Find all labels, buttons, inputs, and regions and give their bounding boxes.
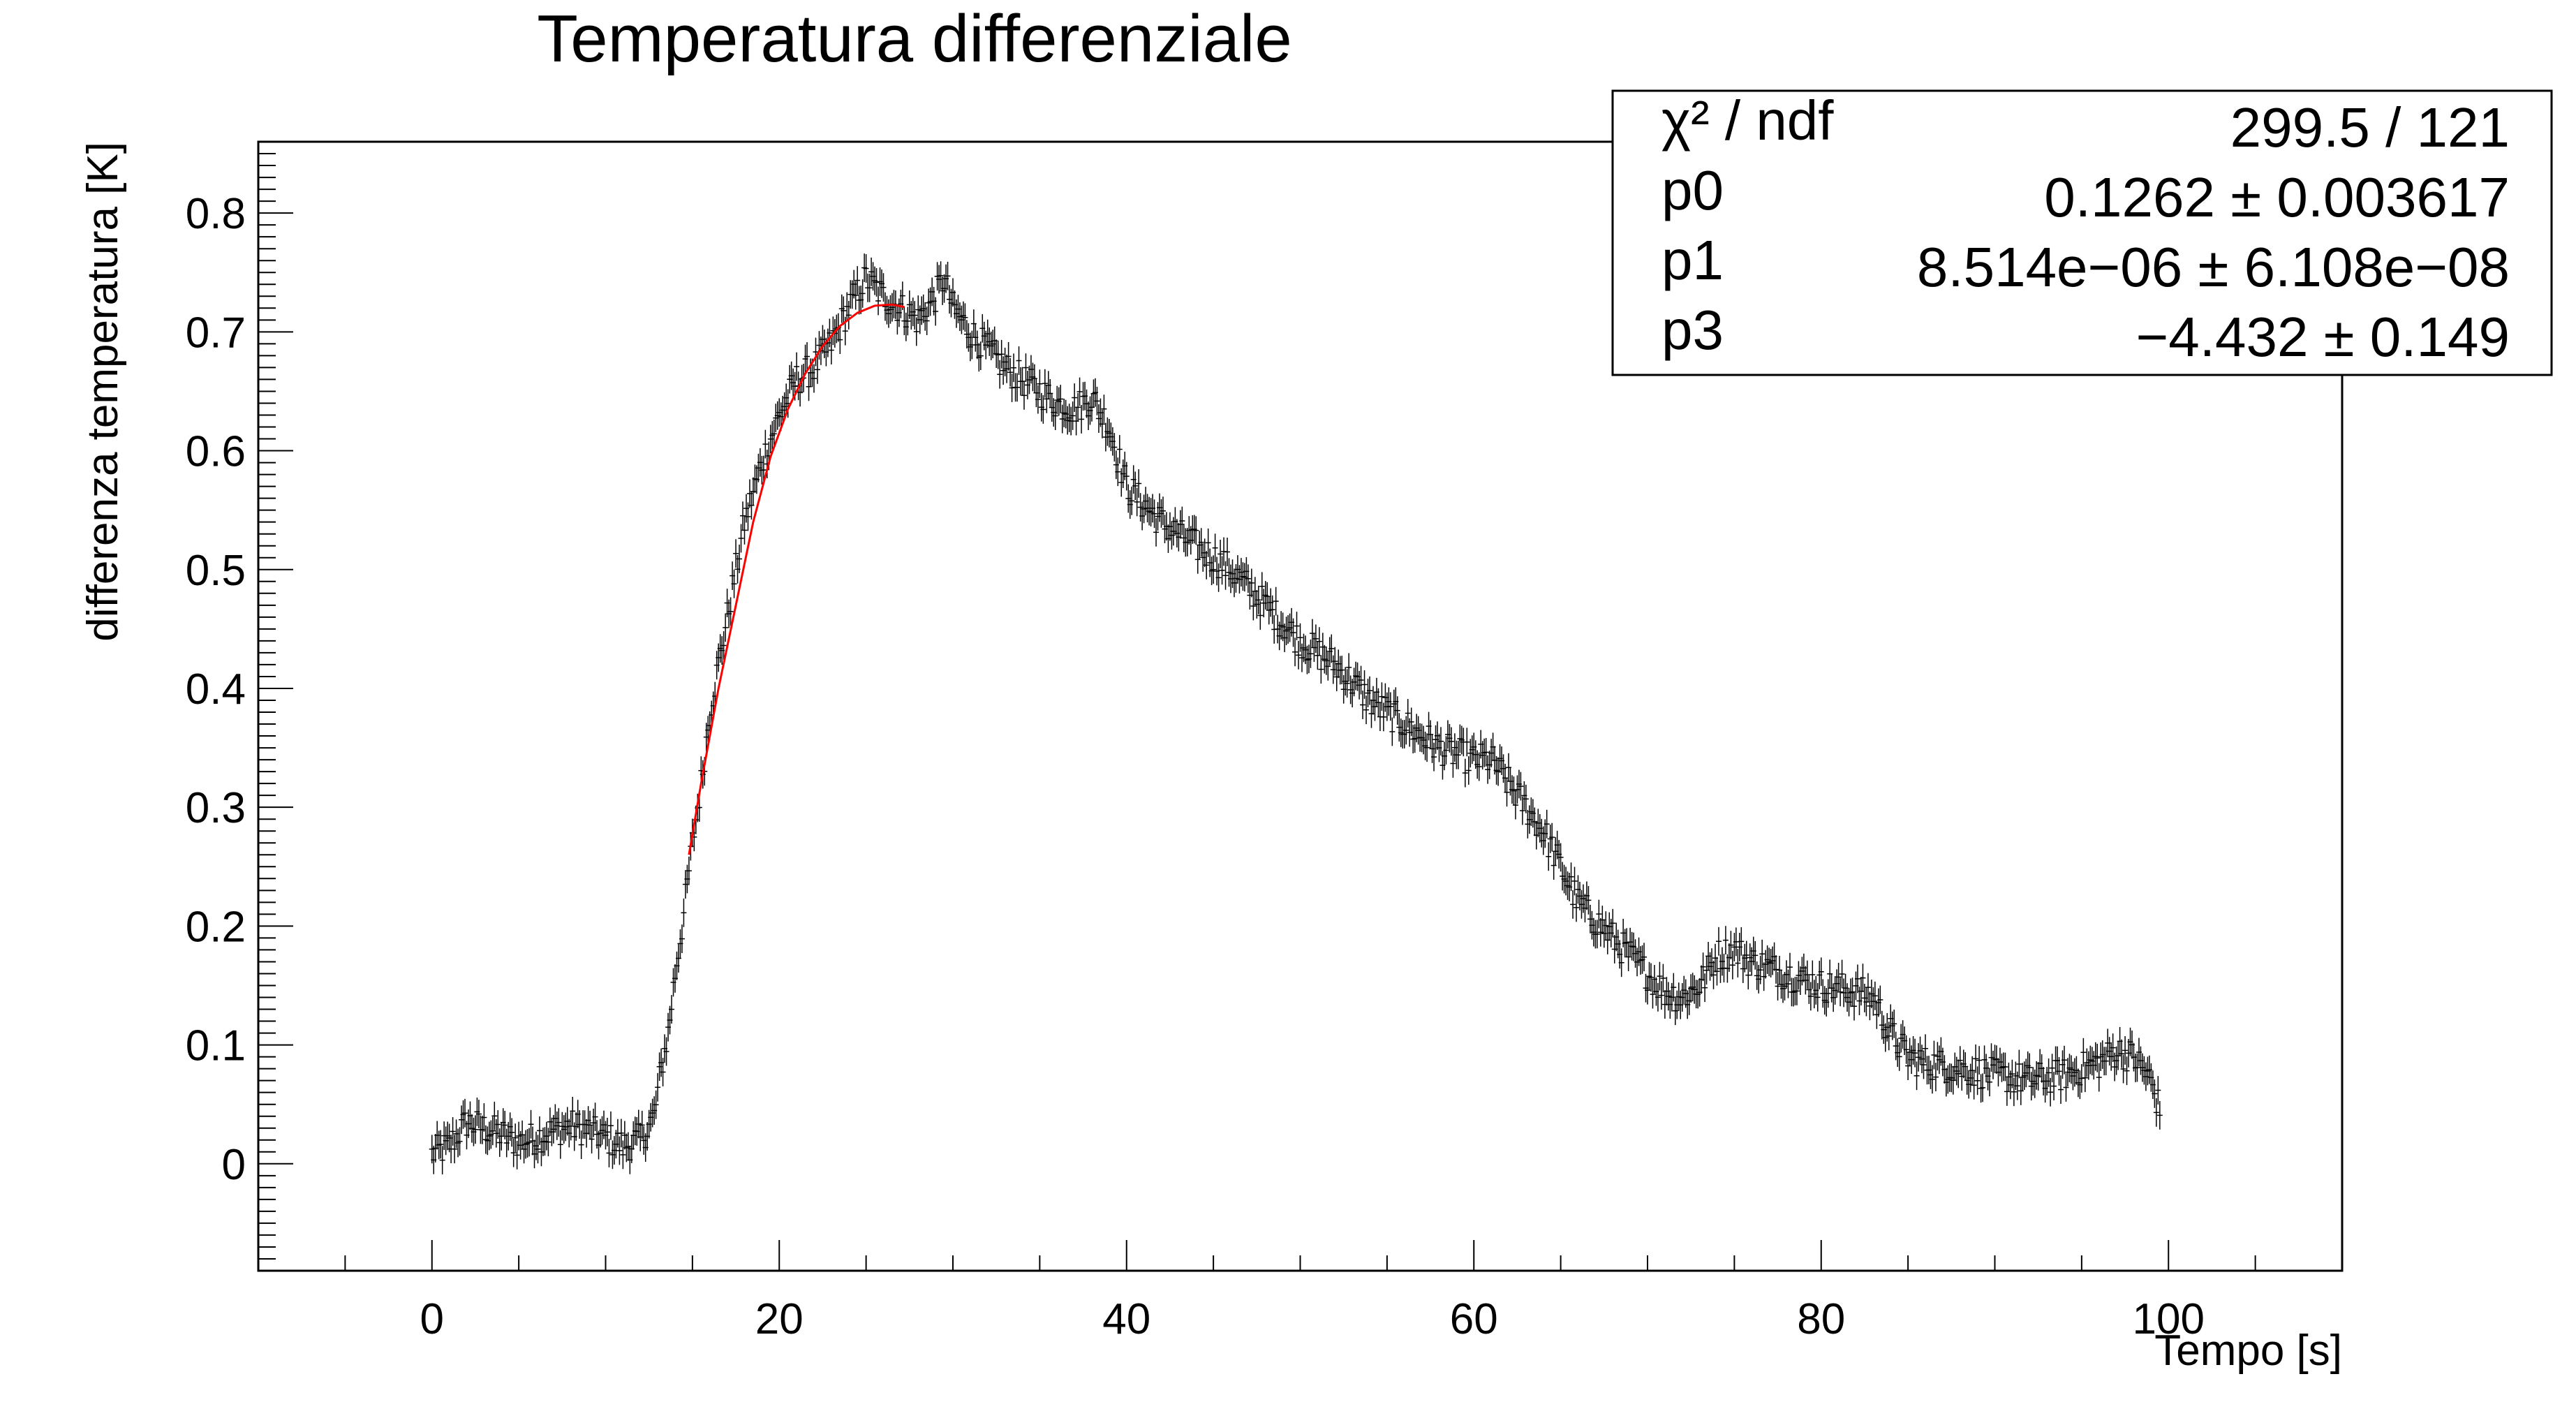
x-tick-label: 60 xyxy=(1450,1295,1498,1343)
stats-label-p1: p1 xyxy=(1661,229,1724,291)
y-tick-label: 0.6 xyxy=(186,428,246,476)
y-tick-label: 0.4 xyxy=(186,665,246,714)
y-axis-label: differenza temperatura [K] xyxy=(79,142,127,642)
stats-value-p3: −4.432 ± 0.149 xyxy=(2136,306,2510,368)
y-tick-label: 0 xyxy=(222,1141,246,1189)
stats-label-chi2: χ² / ndf xyxy=(1661,89,1834,152)
x-tick-label: 100 xyxy=(2133,1295,2205,1343)
x-tick-label: 80 xyxy=(1797,1295,1845,1343)
y-tick-label: 0.5 xyxy=(186,547,246,595)
axis-ticks xyxy=(258,153,2343,1271)
stats-box: χ² / ndf 299.5 / 121 p0 0.1262 ± 0.00361… xyxy=(1611,89,2553,376)
chart-title: Temperatura differenziale xyxy=(537,1,1292,76)
x-tick-label: 0 xyxy=(420,1295,444,1343)
y-tick-label: 0.2 xyxy=(186,903,246,951)
stats-box-frame xyxy=(1611,89,2553,376)
stats-value-p0: 0.1262 ± 0.003617 xyxy=(2044,166,2510,228)
y-tick-label: 0.8 xyxy=(186,190,246,238)
x-tick-label: 40 xyxy=(1102,1295,1150,1343)
x-tick-labels: 0 20 40 60 80 100 xyxy=(420,1295,2205,1343)
y-tick-label: 0.3 xyxy=(186,784,246,832)
stats-label-p3: p3 xyxy=(1661,299,1724,361)
data-points xyxy=(429,253,2163,1175)
x-axis-label: Tempo [s] xyxy=(2154,1327,2342,1375)
fit-curve xyxy=(688,303,905,855)
x-tick-label: 20 xyxy=(755,1295,804,1343)
y-tick-label: 0.1 xyxy=(186,1022,246,1070)
y-tick-label: 0.7 xyxy=(186,309,246,357)
stats-value-chi2: 299.5 / 121 xyxy=(2230,96,2510,158)
stats-value-p1: 8.514e−06 ± 6.108e−08 xyxy=(1917,236,2510,298)
y-tick-labels: 0 0.1 0.2 0.3 0.4 0.5 0.6 0.7 0.8 xyxy=(186,190,246,1189)
stats-label-p0: p0 xyxy=(1661,159,1724,221)
